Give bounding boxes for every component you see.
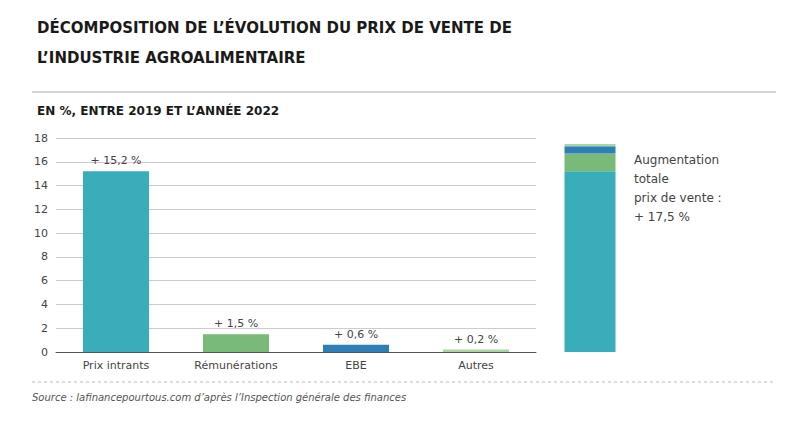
svg-text:totale: totale: [634, 172, 669, 186]
svg-text:DÉCOMPOSITION DE L’ÉVOLUTION D: DÉCOMPOSITION DE L’ÉVOLUTION DU PRIX DE …: [37, 18, 512, 37]
svg-text:Prix intrants: Prix intrants: [83, 359, 150, 372]
svg-text:+ 0,2 %: + 0,2 %: [454, 333, 498, 346]
svg-text:Rémunérations: Rémunérations: [194, 359, 278, 372]
svg-text:6: 6: [41, 274, 48, 287]
svg-text:12: 12: [34, 203, 48, 216]
svg-text:+ 1,5 %: + 1,5 %: [214, 317, 258, 330]
svg-text:0: 0: [41, 346, 48, 359]
svg-text:Augmentation: Augmentation: [634, 153, 719, 167]
svg-text:14: 14: [34, 179, 48, 192]
svg-text:Autres: Autres: [458, 359, 494, 372]
svg-text:8: 8: [41, 250, 48, 263]
svg-text:EBE: EBE: [345, 359, 366, 372]
svg-text:+ 17,5 %: + 17,5 %: [634, 210, 690, 224]
svg-text:10: 10: [34, 227, 48, 240]
svg-text:18: 18: [34, 132, 48, 145]
svg-text:+ 0,6 %: + 0,6 %: [334, 328, 378, 341]
svg-text:EN %, ENTRE 2019 ET L’ANNÉE 20: EN %, ENTRE 2019 ET L’ANNÉE 2022: [37, 103, 279, 118]
svg-text:16: 16: [34, 155, 48, 168]
svg-text:+ 15,2 %: + 15,2 %: [90, 154, 141, 167]
svg-text:2: 2: [41, 322, 48, 335]
svg-text:4: 4: [41, 298, 48, 311]
svg-text:L’INDUSTRIE AGROALIMENTAIRE: L’INDUSTRIE AGROALIMENTAIRE: [37, 49, 306, 67]
svg-text:Source : lafinancepourtous.com: Source : lafinancepourtous.com d’après l…: [32, 392, 406, 403]
svg-text:prix de vente :: prix de vente :: [634, 191, 722, 205]
